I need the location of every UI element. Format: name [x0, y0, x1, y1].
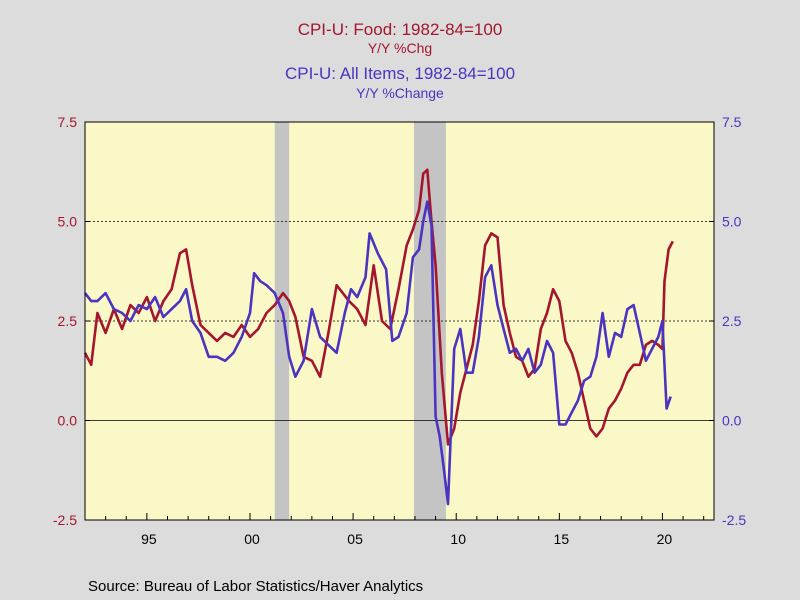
plot-area — [85, 122, 714, 520]
right-y-tick-label: 7.5 — [722, 114, 742, 130]
right-y-tick-label: -2.5 — [722, 512, 746, 528]
right-y-tick-label: 0.0 — [722, 413, 742, 429]
left-y-tick-label: 7.5 — [58, 114, 78, 130]
left-y-tick-label: 5.0 — [58, 214, 78, 230]
x-tick-label: 20 — [657, 531, 673, 547]
x-tick-label: 15 — [554, 531, 570, 547]
right-y-tick-label: 2.5 — [722, 313, 742, 329]
reference-lines — [85, 221, 714, 421]
right-y-tick-label: 5.0 — [722, 214, 742, 230]
x-tick-label: 10 — [450, 531, 466, 547]
axes: 7.5 7.5 5.0 5.0 2.5 2.5 0.0 0.0 -2.5 -2.5 95 00 05 10… — [53, 114, 746, 547]
left-y-tick-label: -2.5 — [53, 512, 77, 528]
food-series-line — [83, 168, 674, 446]
x-tick-label: 05 — [347, 531, 363, 547]
all-items-series-subtitle: Y/Y %Change — [356, 85, 444, 101]
food-series-subtitle: Y/Y %Chg — [367, 40, 433, 56]
x-tick-label: 95 — [141, 531, 157, 547]
left-y-tick-label: 0.0 — [58, 413, 78, 429]
all-items-series-line — [83, 200, 672, 506]
x-tick-label: 00 — [244, 531, 260, 547]
food-series-title: CPI-U: Food: 1982-84=100 — [297, 20, 503, 39]
series-lines — [83, 168, 674, 506]
source-note: Source: Bureau of Labor Statistics/Haver… — [88, 578, 424, 595]
all-items-series-title: CPI-U: All Items, 1982-84=100 — [284, 64, 516, 83]
left-y-tick-label: 2.5 — [58, 313, 78, 329]
